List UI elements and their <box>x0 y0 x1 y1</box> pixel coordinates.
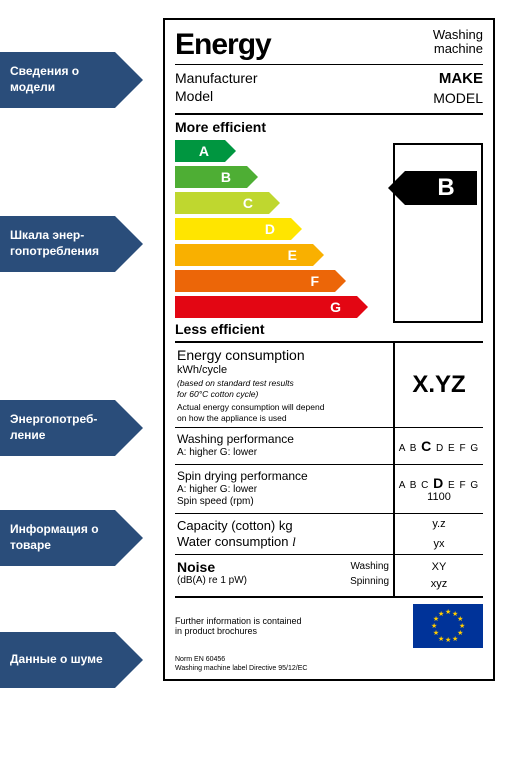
model-label: Model <box>175 87 257 105</box>
more-efficient-label: More efficient <box>175 119 483 135</box>
capacity-value: y.z <box>432 518 445 530</box>
energy-consumption-row: Energy consumption kWh/cycle (based on s… <box>175 343 483 429</box>
product-type: Washing machine <box>433 28 483 57</box>
consumption-unit: kWh/cycle <box>177 364 391 378</box>
spin-rpm: 1100 <box>427 491 451 503</box>
callout-3: Информация о товаре <box>0 510 145 566</box>
efficiency-scale: More efficient ABCDEFG Less efficient B <box>175 115 483 343</box>
washing-rating: A B C D E F G <box>399 438 479 454</box>
callout-2: Энергопотреб-ление <box>0 400 145 456</box>
callout-label: Шкала энер-гопотребления <box>0 216 115 272</box>
model-value: MODEL <box>433 89 483 107</box>
consumption-value: X.YZ <box>412 371 465 399</box>
header: Energy Washing machine <box>175 28 483 65</box>
footer-row: Further information is contained in prod… <box>175 598 483 648</box>
noise-row: Noise (dB(A) re 1 pW) Washing Spinning X… <box>175 555 483 598</box>
energy-title: Energy <box>175 28 271 62</box>
spin-rating: A B C D E F G <box>399 475 479 491</box>
noise-washing: XY <box>395 559 483 576</box>
rating-indicator: B <box>405 171 477 205</box>
callout-4: Данные о шуме <box>0 632 145 688</box>
callout-label: Данные о шуме <box>0 632 115 688</box>
callout-label: Сведения о модели <box>0 52 115 108</box>
callout-label: Энергопотреб-ление <box>0 400 115 456</box>
eu-flag-icon: ★★★★★★★★★★★★ <box>413 604 483 648</box>
make-value: MAKE <box>433 69 483 89</box>
rating-box: B <box>393 143 483 323</box>
capacity-row: Capacity (cotton) kg Water consumption l… <box>175 514 483 556</box>
consumption-title: Energy consumption <box>177 347 391 365</box>
water-value: yx <box>434 538 445 550</box>
spin-performance-row: Spin drying performance A: higher G: low… <box>175 465 483 514</box>
energy-label-card: Energy Washing machine Manufacturer Mode… <box>163 18 495 681</box>
noise-spinning: xyz <box>395 576 483 593</box>
manufacturer-label: Manufacturer <box>175 69 257 87</box>
norm-text: Norm EN 60456 Washing machine label Dire… <box>175 656 483 673</box>
callout-label: Информация о товаре <box>0 510 115 566</box>
callout-1: Шкала энер-гопотребления <box>0 216 145 272</box>
callout-0: Сведения о модели <box>0 52 145 108</box>
manufacturer-row: Manufacturer Model MAKE MODEL <box>175 65 483 115</box>
less-efficient-label: Less efficient <box>175 321 483 343</box>
washing-performance-row: Washing performance A: higher G: lower A… <box>175 428 483 465</box>
